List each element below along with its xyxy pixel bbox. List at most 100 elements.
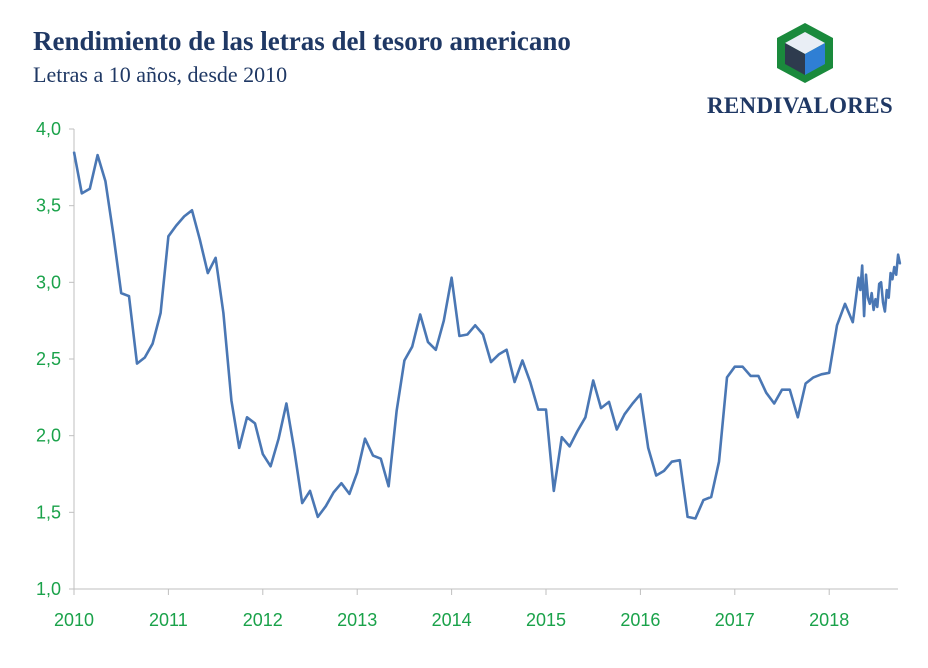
data-point <box>852 321 854 324</box>
data-point <box>191 209 193 212</box>
data-point <box>608 401 610 403</box>
data-point <box>293 448 296 451</box>
data-point <box>781 388 783 391</box>
y-tick-label: 1,0 <box>36 579 61 599</box>
x-tick-label: 2014 <box>432 610 472 630</box>
data-point <box>867 296 869 299</box>
x-tick-label: 2017 <box>715 610 755 630</box>
data-point <box>710 496 712 498</box>
data-point <box>513 381 516 383</box>
data-point <box>199 238 201 241</box>
data-point <box>812 376 815 379</box>
data-point <box>773 402 775 405</box>
data-point <box>183 215 185 218</box>
data-point <box>655 474 657 477</box>
data-point <box>861 264 863 267</box>
data-point <box>553 490 555 492</box>
data-point <box>702 499 705 501</box>
data-point <box>427 341 429 343</box>
data-point <box>863 315 865 317</box>
data-point <box>854 299 857 302</box>
data-point <box>262 453 264 455</box>
data-point <box>372 454 374 457</box>
data-point <box>679 459 681 462</box>
series-line-10y-yield <box>72 151 902 520</box>
data-point <box>128 295 130 297</box>
data-point <box>865 273 867 276</box>
logo-cube-right <box>805 43 825 75</box>
data-point <box>718 460 720 463</box>
data-point <box>120 292 122 294</box>
data-point <box>899 263 901 265</box>
data-point <box>435 349 437 351</box>
data-point <box>893 266 896 268</box>
data-point <box>671 460 673 463</box>
data-point <box>159 312 162 314</box>
data-point <box>726 376 728 379</box>
y-tick-label: 3,0 <box>36 272 61 292</box>
data-point <box>545 408 547 411</box>
data-point <box>647 447 649 449</box>
data-point <box>144 356 146 359</box>
data-point <box>81 192 83 195</box>
data-point <box>869 303 871 305</box>
data-point <box>874 298 877 301</box>
x-tick-label: 2016 <box>620 610 660 630</box>
data-point <box>859 289 862 291</box>
data-point <box>490 361 492 363</box>
data-point <box>222 312 225 314</box>
x-tick-label: 2015 <box>526 610 566 630</box>
brand-name: RENDIVALORES <box>707 93 893 118</box>
data-point <box>891 278 894 281</box>
data-point <box>734 365 736 368</box>
x-tick-label: 2010 <box>54 610 94 630</box>
data-point <box>395 410 398 412</box>
data-point <box>631 402 634 405</box>
data-point <box>889 272 892 274</box>
data-point <box>568 445 571 448</box>
data-point <box>887 296 890 299</box>
data-point <box>804 382 807 385</box>
data-point <box>458 335 461 337</box>
data-point <box>789 388 791 391</box>
data-point <box>505 349 508 351</box>
data-point <box>309 490 311 492</box>
data-point <box>356 471 359 474</box>
y-tick-label: 2,5 <box>36 349 61 369</box>
x-tick-label: 2012 <box>243 610 283 630</box>
data-point <box>584 416 587 419</box>
data-point <box>277 437 280 440</box>
data-point <box>151 342 154 345</box>
data-point <box>89 188 91 190</box>
data-point <box>828 372 830 374</box>
data-point <box>592 379 594 382</box>
data-point <box>254 422 256 425</box>
data-point <box>844 303 846 305</box>
x-tick-label: 2011 <box>149 610 188 630</box>
data-point <box>411 345 414 348</box>
data-point <box>757 375 760 377</box>
data-point <box>364 437 366 440</box>
data-point <box>175 224 177 227</box>
data-point <box>167 235 170 238</box>
chart-title: Rendimiento de las letras del tesoro ame… <box>33 26 571 56</box>
data-point <box>741 365 744 368</box>
data-point <box>876 306 879 308</box>
data-point <box>694 517 697 520</box>
logo-cube-left <box>785 43 805 75</box>
data-point <box>285 402 288 405</box>
data-point <box>450 276 453 279</box>
data-point <box>246 416 248 419</box>
data-point <box>498 353 500 356</box>
y-tick-label: 1,5 <box>36 502 61 522</box>
data-point <box>561 436 563 439</box>
data-point <box>884 310 886 313</box>
data-point <box>73 151 75 153</box>
data-point <box>380 457 382 460</box>
data-point <box>870 292 873 294</box>
data-point <box>348 493 351 495</box>
data-point <box>895 273 897 276</box>
data-point <box>466 333 469 336</box>
data-point <box>537 408 539 411</box>
